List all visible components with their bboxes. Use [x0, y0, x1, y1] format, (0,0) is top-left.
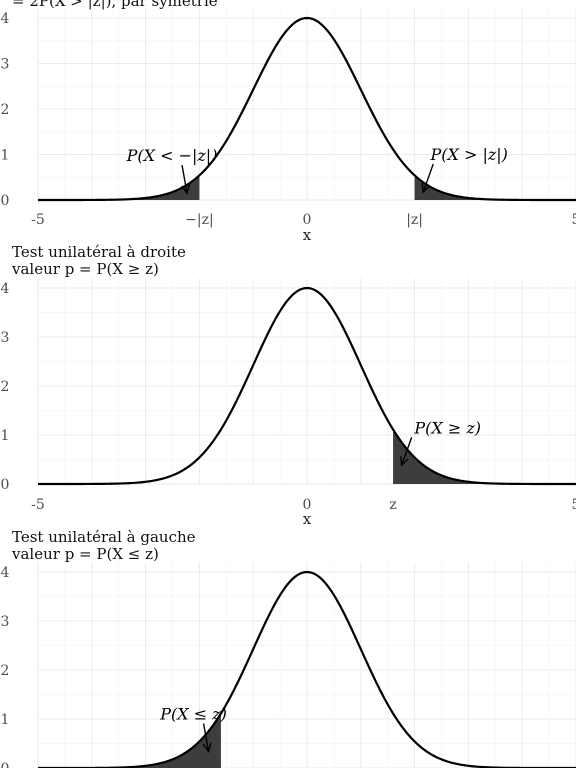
arrow-head [400, 456, 409, 467]
annotation-arrow [202, 723, 210, 752]
density-curve [38, 286, 576, 486]
shaded-tail-region [38, 713, 221, 768]
grid [37, 562, 576, 768]
chart-right-tailed: 0 1 2 3 4 -5 0 z 5 x P(X ≥ z) [1, 278, 576, 528]
y-tick-label: 1 [1, 428, 10, 444]
grid [37, 278, 576, 485]
x-tick-label: 5 [572, 212, 576, 228]
x-axis-label: x [303, 510, 312, 528]
annotation-arrow [401, 437, 413, 466]
x-tick-label: 0 [303, 212, 312, 228]
x-tick-label: -5 [31, 497, 45, 513]
y-tick-label: 1 [1, 148, 10, 164]
y-tick-label: 3 [1, 57, 10, 73]
x-tick-label: 0 [303, 497, 312, 513]
shaded-tail-region [38, 175, 200, 200]
density-curve [38, 16, 576, 202]
y-tick-label: 4 [1, 11, 10, 27]
panel-title-line-2: valeur p = P(X ≥ z) [12, 260, 159, 278]
annotation-label: P(X < −|z|) [126, 146, 218, 165]
grid [37, 8, 576, 201]
annotation-label: P(X ≥ z) [413, 418, 481, 437]
annotation-label: P(X > |z|) [429, 145, 507, 164]
y-tick-label: 2 [1, 102, 10, 118]
x-tick-label: -5 [31, 212, 45, 228]
shaded-tail-region [393, 429, 576, 484]
x-tick-label: |z| [406, 212, 423, 228]
y-tick-label: 0 [1, 761, 10, 768]
x-tick-label: 5 [572, 497, 576, 513]
arrow-head [202, 742, 212, 754]
arrow-head [421, 183, 431, 194]
x-tick-label: z [389, 497, 396, 513]
y-tick-label: 2 [1, 379, 10, 395]
chart-two-sided: 0 1 2 3 4 -5 −|z| 0 |z| 5 x P(X < −|z|) P(X > |z|) [1, 8, 576, 244]
x-tick-label: −|z| [185, 212, 214, 228]
y-tick-label: 0 [1, 193, 10, 209]
y-tick-label: 4 [1, 565, 10, 581]
panel-title-line-1: = 2P(X > |z|), par symétrie [12, 0, 218, 10]
annotation-arrow [422, 163, 434, 193]
y-tick-label: 3 [1, 330, 10, 346]
annotation-label: P(X ≤ z) [159, 704, 227, 723]
density-curve [38, 570, 576, 768]
y-tick-label: 2 [1, 663, 10, 679]
x-axis-label: x [303, 226, 312, 244]
arrow-head [181, 184, 191, 195]
y-tick-label: 1 [1, 712, 10, 728]
y-tick-label: 3 [1, 614, 10, 630]
panel-title-line-2: valeur p = P(X ≤ z) [12, 545, 159, 563]
panel-title-line-1: Test unilatéral à droite [12, 243, 186, 261]
chart-left-tailed: 0 1 2 3 4 P(X ≤ z) [1, 562, 576, 768]
y-tick-label: 4 [1, 281, 10, 297]
shaded-tail-region [414, 175, 576, 200]
annotation-arrow [181, 165, 188, 194]
y-tick-label: 0 [1, 477, 10, 493]
panel-title-line-1: Test unilatéral à gauche [12, 528, 196, 546]
